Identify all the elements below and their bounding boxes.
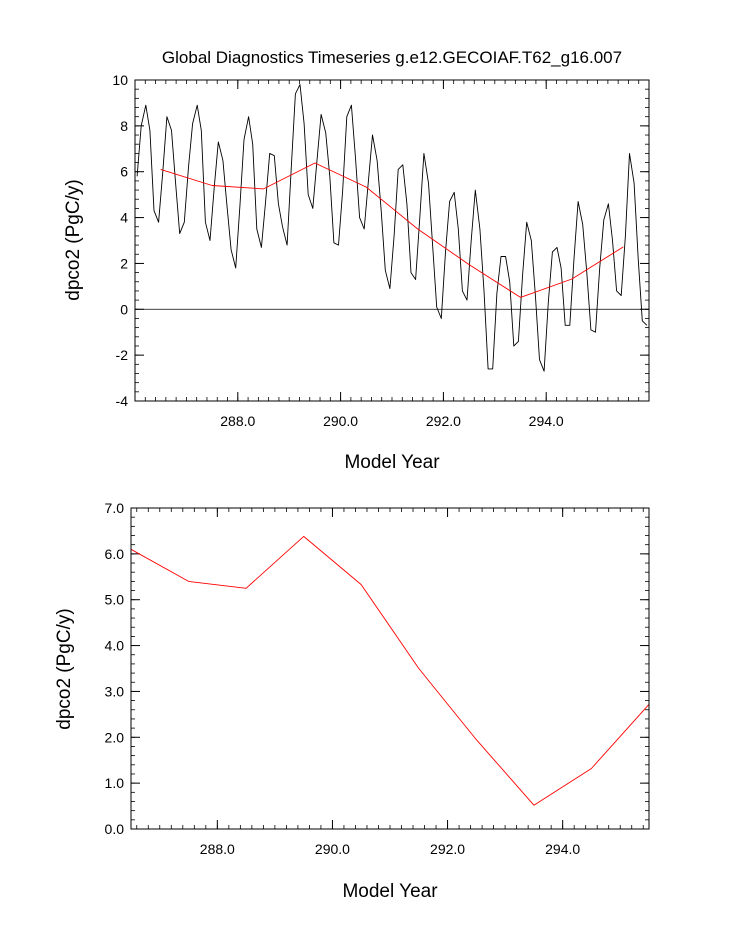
top-plot-frame xyxy=(134,79,650,402)
bottom-y-tick-label: 4.0 xyxy=(105,638,125,654)
top-series-monthly xyxy=(136,84,648,372)
top-y-axis-label: dpco2 (PgC/y) xyxy=(63,179,84,300)
top-plot-area: 288.0 290.0 292.0 294.0 -4 -2 0 2 4 6 8 10 xyxy=(112,72,650,429)
top-y-tick-label: 8 xyxy=(120,118,128,134)
bottom-x-axis-label: Model Year xyxy=(342,881,438,902)
top-x-tick-label: 292.0 xyxy=(426,413,461,429)
top-x-tick-label: 290.0 xyxy=(323,413,358,429)
bottom-x-tick-label: 290.0 xyxy=(315,841,350,857)
top-y-tick-label: 6 xyxy=(120,164,128,180)
top-chart-title: Global Diagnostics Timeseries g.e12.GECO… xyxy=(162,48,622,67)
top-x-axis-label: Model Year xyxy=(344,452,440,473)
top-panel: Global Diagnostics Timeseries g.e12.GECO… xyxy=(63,48,650,473)
bottom-x-tick-label: 294.0 xyxy=(545,841,580,857)
top-y-tick-label: 2 xyxy=(120,255,128,271)
top-y-tick-label: -2 xyxy=(116,347,129,363)
bottom-y-tick-label: 0.0 xyxy=(105,821,125,837)
bottom-x-tick-label: 288.0 xyxy=(200,841,235,857)
top-y-tick-label: 10 xyxy=(112,72,128,88)
bottom-y-tick-label: 1.0 xyxy=(105,775,125,791)
bottom-y-tick-label: 6.0 xyxy=(105,546,125,562)
bottom-panel: 288.0 290.0 292.0 294.0 0.0 1.0 2.0 3.0 4.0 5.0 6.… xyxy=(54,500,650,902)
top-x-tick-label: 294.0 xyxy=(529,413,564,429)
top-y-tick-label: 4 xyxy=(120,210,128,226)
bottom-y-tick-label: 3.0 xyxy=(105,683,125,699)
bottom-x-tick-label: 292.0 xyxy=(430,841,465,857)
bottom-y-tick-label: 5.0 xyxy=(105,592,125,608)
bottom-series-annual-mean xyxy=(131,535,649,806)
bottom-y-tick-label: 2.0 xyxy=(105,729,125,745)
top-x-tick-label: 288.0 xyxy=(220,413,255,429)
top-y-tick-label: -4 xyxy=(116,393,129,409)
bottom-y-tick-label: 7.0 xyxy=(105,500,125,516)
bottom-plot-frame xyxy=(130,507,650,830)
bottom-plot-area: 288.0 290.0 292.0 294.0 0.0 1.0 2.0 3.0 4.0 5.0 6.… xyxy=(105,500,649,857)
top-y-tick-label: 0 xyxy=(120,301,128,317)
bottom-y-axis-label: dpco2 (PgC/y) xyxy=(54,608,75,729)
top-series-annual-mean xyxy=(160,162,624,298)
